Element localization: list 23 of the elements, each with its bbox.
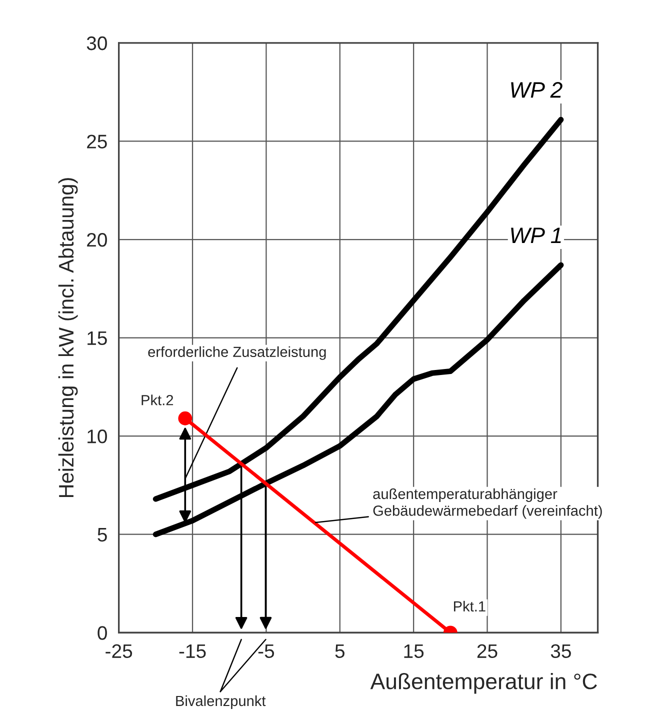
series-label: WP 2 [511,82,562,98]
text: Bivalenzpunkt [176,695,266,710]
y-tick-label: 15 [88,331,107,346]
y-tick-label: 0 [98,626,107,640]
x-axis-title: Außentemperatur in °C [370,672,597,694]
y-tick-label: 25 [87,134,107,148]
y-tick-label: 10 [88,430,107,444]
y-tick-label: 20 [87,232,107,247]
x-tick-label: 15 [404,644,424,658]
annotation: Pkt.1 [454,600,486,612]
y-axis-title: Heizleistung in kW (incl. Abtauung) [58,178,78,498]
x-tick-label: 25 [477,644,498,658]
x-tick-label: -25 [106,644,132,658]
y-tick-label: 30 [86,36,107,50]
annotation: erforderliche Zusatzleistung [148,346,326,360]
x-tick-label: 5 [335,644,344,658]
x-tick-label: -5 [258,644,274,658]
annotation: außentemperaturabhängiger Gebäudewärmebedarf (vereinfacht) [373,488,602,519]
series-label: WP 1 [511,228,561,244]
y-tick-label: 5 [98,528,107,542]
x-tick-label: -15 [179,644,206,658]
annotation: Pkt.2 [142,394,174,406]
x-tick-label: 35 [550,644,571,658]
